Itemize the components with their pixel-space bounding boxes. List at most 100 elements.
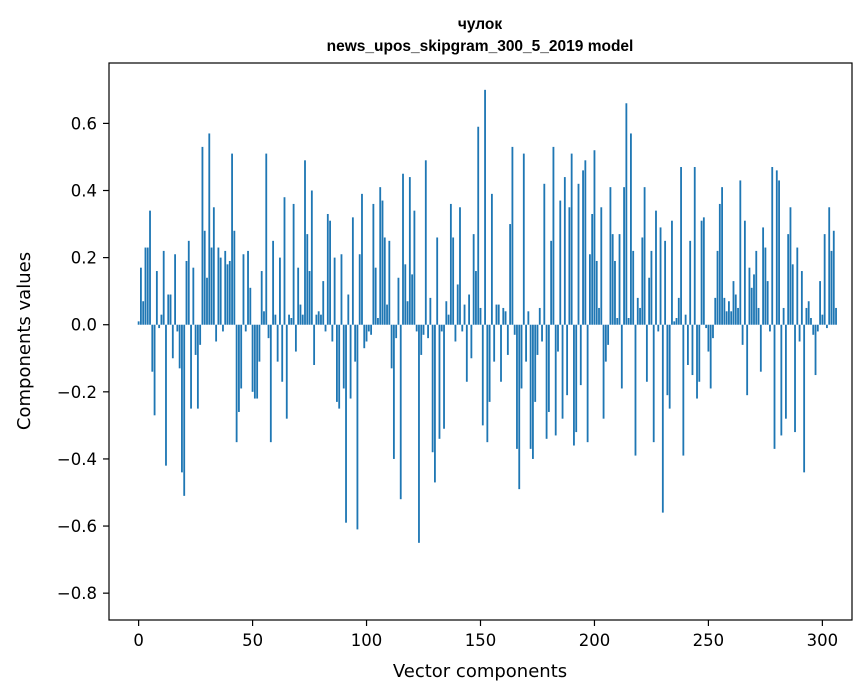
bar-231 xyxy=(664,240,667,325)
x-axis-ticks: 0 50 100 150 200 250 300 xyxy=(133,620,838,650)
bar-75 xyxy=(308,271,311,325)
y-tick-label: 0.6 xyxy=(71,114,97,133)
bar-11 xyxy=(162,250,165,325)
bar-134 xyxy=(443,324,445,429)
bar-245 xyxy=(696,324,698,399)
bar-132 xyxy=(438,324,441,439)
bar-188 xyxy=(566,324,569,396)
bar-94 xyxy=(351,217,354,325)
bar-236 xyxy=(675,318,678,325)
bar-20 xyxy=(183,324,186,496)
bar-52 xyxy=(256,324,259,399)
bar-294 xyxy=(807,301,810,325)
bar-118 xyxy=(406,301,409,325)
bar-146 xyxy=(470,324,473,359)
bar-248 xyxy=(702,217,705,325)
bar-176 xyxy=(538,307,541,325)
bar-259 xyxy=(728,301,730,325)
bar-0 xyxy=(137,321,140,325)
bar-15 xyxy=(171,324,174,359)
bar-18 xyxy=(178,324,181,369)
bar-55 xyxy=(263,311,265,325)
bar-283 xyxy=(782,307,785,325)
bar-235 xyxy=(673,321,676,325)
bar-25 xyxy=(194,324,197,355)
bar-166 xyxy=(516,324,518,449)
bar-93 xyxy=(349,324,352,399)
bar-286 xyxy=(789,207,792,325)
bar-39 xyxy=(226,264,229,325)
bar-260 xyxy=(730,311,733,325)
bar-40 xyxy=(228,260,231,325)
bar-110 xyxy=(388,240,391,325)
bar-210 xyxy=(616,318,619,325)
bar-278 xyxy=(771,167,774,325)
bar-241 xyxy=(686,324,689,365)
bar-160 xyxy=(502,307,505,325)
bar-228 xyxy=(657,324,660,332)
bar-181 xyxy=(550,240,553,325)
bar-130 xyxy=(434,324,436,483)
y-tick-label: −0.2 xyxy=(57,383,97,402)
bar-302 xyxy=(826,324,828,329)
bar-276 xyxy=(766,281,769,325)
y-tick-label: 0.4 xyxy=(71,182,97,201)
bar-71 xyxy=(299,304,302,325)
bar-227 xyxy=(655,210,657,325)
bar-10 xyxy=(160,314,163,325)
bar-104 xyxy=(374,267,377,325)
bar-79 xyxy=(317,311,320,325)
x-tick-label: 300 xyxy=(807,631,839,650)
x-tick-label: 50 xyxy=(242,631,263,650)
bar-190 xyxy=(570,153,573,325)
bar-124 xyxy=(420,324,423,355)
bar-156 xyxy=(493,324,496,362)
bar-174 xyxy=(534,324,537,402)
bar-83 xyxy=(326,213,329,325)
bar-169 xyxy=(522,153,525,325)
bar-158 xyxy=(497,304,500,325)
x-tick-label: 250 xyxy=(693,631,725,650)
bar-147 xyxy=(472,234,475,325)
bar-24 xyxy=(192,267,195,325)
bar-197 xyxy=(586,324,589,443)
bar-68 xyxy=(292,203,295,325)
bar-230 xyxy=(661,324,664,513)
bars-group xyxy=(137,89,837,543)
bar-131 xyxy=(436,237,439,325)
bar-6 xyxy=(151,324,154,372)
bar-271 xyxy=(755,250,758,325)
bar-270 xyxy=(753,274,755,325)
bar-161 xyxy=(504,311,507,325)
y-tick-label: −0.8 xyxy=(57,584,97,603)
bar-207 xyxy=(609,187,612,325)
bar-151 xyxy=(481,324,484,426)
bar-62 xyxy=(279,257,281,325)
bar-4 xyxy=(146,247,149,325)
bar-284 xyxy=(784,324,787,419)
bar-220 xyxy=(639,307,641,325)
bar-184 xyxy=(557,324,559,352)
bar-200 xyxy=(593,150,596,325)
bar-19 xyxy=(181,324,183,473)
bar-53 xyxy=(258,324,261,362)
bar-281 xyxy=(778,180,780,325)
bar-13 xyxy=(167,294,170,325)
bar-105 xyxy=(377,318,379,325)
bar-1 xyxy=(140,267,142,325)
bar-129 xyxy=(431,324,434,453)
bar-194 xyxy=(579,324,582,386)
bar-218 xyxy=(634,324,637,456)
bar-108 xyxy=(383,237,386,325)
bar-8 xyxy=(155,271,158,325)
bar-142 xyxy=(461,324,464,332)
bar-152 xyxy=(484,89,486,325)
bar-299 xyxy=(819,281,821,325)
bar-85 xyxy=(331,324,334,342)
bar-148 xyxy=(475,271,477,325)
bar-279 xyxy=(773,324,776,449)
bar-295 xyxy=(810,318,812,325)
bar-273 xyxy=(759,324,762,372)
bar-263 xyxy=(737,307,739,325)
